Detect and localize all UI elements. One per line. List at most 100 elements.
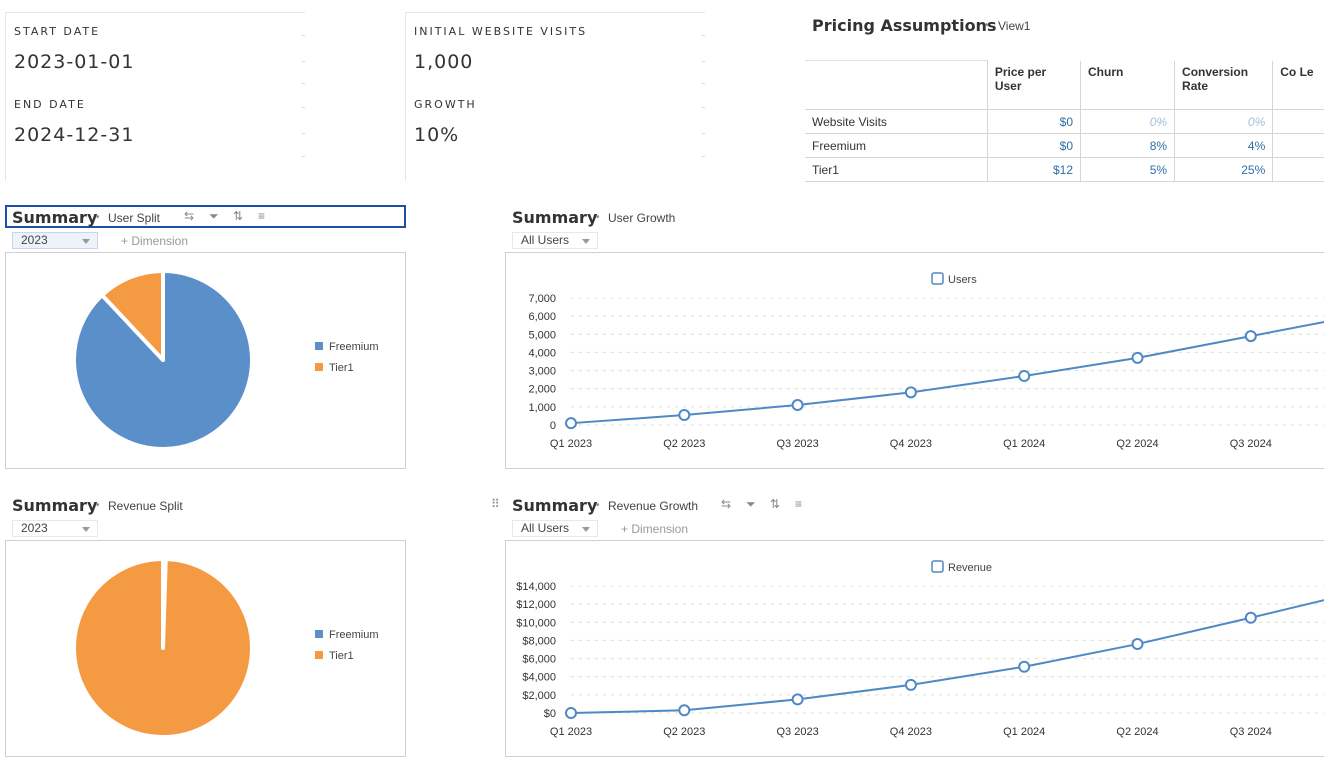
data-point[interactable] xyxy=(904,386,917,399)
row-header: Freemium xyxy=(805,133,988,158)
user-growth-subtitle[interactable]: User Growth xyxy=(608,211,676,225)
col-co-le[interactable]: Co Le xyxy=(1272,60,1324,110)
divider-tick xyxy=(702,61,705,62)
legend-item-revenue[interactable]: Revenue xyxy=(948,562,992,574)
col-price-per-user[interactable]: Price per User xyxy=(987,60,1082,110)
legend-swatch xyxy=(315,630,323,638)
cell-truncated xyxy=(1272,109,1324,134)
data-point[interactable] xyxy=(1131,638,1144,651)
year-select[interactable]: 2023 xyxy=(12,232,98,249)
data-point[interactable] xyxy=(1244,330,1257,343)
series-line-revenue[interactable] xyxy=(570,591,1324,714)
growth-value[interactable]: 10% xyxy=(414,124,460,146)
legend-item-tier1[interactable]: Tier1 xyxy=(329,362,354,374)
cell-price[interactable]: $12 xyxy=(987,157,1082,182)
divider-tick xyxy=(702,156,705,157)
divider-tick xyxy=(302,83,305,84)
cell-churn[interactable]: 8% xyxy=(1080,133,1176,158)
initial-visits-value[interactable]: 1,000 xyxy=(414,51,474,73)
add-dimension-button[interactable]: + Dimension xyxy=(621,522,689,536)
year-select-value: 2023 xyxy=(21,521,48,535)
y-tick-label: 0 xyxy=(550,420,556,432)
cell-churn[interactable]: 0% xyxy=(1080,109,1176,134)
sort-icon[interactable]: ⇅ xyxy=(770,497,781,511)
pivot-icon[interactable]: ⇆ xyxy=(184,209,195,223)
data-point[interactable] xyxy=(791,693,804,706)
y-tick-label: $4,000 xyxy=(522,672,556,684)
data-point[interactable] xyxy=(565,417,577,430)
start-date-label: START DATE xyxy=(14,25,101,38)
cell-conversion[interactable]: 0% xyxy=(1174,109,1274,134)
selected-chart-header[interactable] xyxy=(5,205,406,228)
col-churn[interactable]: Churn xyxy=(1080,60,1176,110)
legend-checkbox[interactable] xyxy=(931,560,944,573)
x-tick-label: Q1 2024 xyxy=(1003,726,1045,738)
x-tick-label: Q1 2023 xyxy=(550,726,592,738)
drag-handle-icon[interactable]: ⠿ xyxy=(491,497,500,511)
users-select[interactable]: All Users xyxy=(512,232,598,249)
table-row: Freemium $0 8% 4% xyxy=(805,133,1324,158)
pricing-view-name[interactable]: View1 xyxy=(998,19,1031,33)
divider-tick xyxy=(302,35,305,36)
legend-checkbox[interactable] xyxy=(931,272,944,285)
user-growth-chart-panel: 0 1,000 2,000 3,000 4,000 5,000 6,000 7,000 Q1 2… xyxy=(505,252,1324,469)
data-point[interactable] xyxy=(1018,660,1031,673)
data-point[interactable] xyxy=(1244,611,1257,624)
cell-conversion[interactable]: 25% xyxy=(1174,157,1274,182)
revenue-split-subtitle[interactable]: Revenue Split xyxy=(108,499,183,513)
data-point[interactable] xyxy=(904,678,917,691)
legend-item-freemium[interactable]: Freemium xyxy=(329,629,379,641)
x-tick-label: Q2 2024 xyxy=(1116,726,1158,738)
y-tick-label: 7,000 xyxy=(528,293,556,305)
divider-tick xyxy=(302,156,305,157)
users-select[interactable]: All Users xyxy=(512,520,598,537)
data-point[interactable] xyxy=(1131,351,1144,364)
divider-tick xyxy=(302,61,305,62)
divider-tick xyxy=(702,133,705,134)
legend-item-users[interactable]: Users xyxy=(948,274,977,286)
year-select[interactable]: 2023 xyxy=(12,520,98,537)
user-growth-title: Summary xyxy=(512,208,598,227)
series-line-users[interactable] xyxy=(570,314,1324,425)
end-date-value[interactable]: 2024-12-31 xyxy=(14,124,135,146)
cell-churn[interactable]: 5% xyxy=(1080,157,1176,182)
user-split-title: Summary xyxy=(12,208,98,227)
title-separator: • xyxy=(596,212,600,223)
y-tick-label: 3,000 xyxy=(528,366,556,378)
user-split-subtitle[interactable]: User Split xyxy=(108,211,161,225)
pivot-icon[interactable]: ⇆ xyxy=(721,497,732,511)
y-tick-label: $2,000 xyxy=(522,690,556,702)
revenue-growth-subtitle[interactable]: Revenue Growth xyxy=(608,499,699,513)
legend-item-freemium[interactable]: Freemium xyxy=(329,341,379,353)
data-point[interactable] xyxy=(1018,370,1031,383)
data-point[interactable] xyxy=(678,409,691,422)
legend-item-tier1[interactable]: Tier1 xyxy=(329,650,354,662)
y-tick-label: $12,000 xyxy=(516,599,556,611)
data-point[interactable] xyxy=(565,707,577,719)
pricing-title: Pricing Assumptions xyxy=(812,16,997,35)
revenue-split-slice-tier1[interactable] xyxy=(72,557,254,739)
cell-price[interactable]: $0 xyxy=(987,109,1082,134)
user-growth-line-chart: 0 1,000 2,000 3,000 4,000 5,000 6,000 7,000 Q1 2… xyxy=(528,272,1324,450)
y-tick-label: $0 xyxy=(544,708,556,720)
filter-icon[interactable]: ⏷ xyxy=(209,209,219,223)
cell-conversion[interactable]: 4% xyxy=(1174,133,1274,158)
chevron-down-icon xyxy=(582,527,590,532)
sort-icon[interactable]: ⇅ xyxy=(233,209,244,223)
x-tick-label: Q4 2023 xyxy=(890,726,932,738)
data-point[interactable] xyxy=(678,704,691,717)
more-icon[interactable]: ≡ xyxy=(795,497,803,511)
user-split-slice-tier1[interactable] xyxy=(100,269,165,362)
more-icon[interactable]: ≡ xyxy=(258,209,266,223)
chevron-down-icon xyxy=(582,239,590,244)
revenue-growth-title: Summary xyxy=(512,496,598,515)
cell-price[interactable]: $0 xyxy=(987,133,1082,158)
y-tick-label: 5,000 xyxy=(528,329,556,341)
start-date-value[interactable]: 2023-01-01 xyxy=(14,51,135,73)
filter-icon[interactable]: ⏷ xyxy=(746,497,756,511)
col-conversion-rate[interactable]: Conversion Rate xyxy=(1174,60,1274,110)
x-tick-label: Q1 2023 xyxy=(550,438,592,450)
data-point[interactable] xyxy=(791,399,804,412)
end-date-label: END DATE xyxy=(14,98,86,111)
add-dimension-button[interactable]: + Dimension xyxy=(121,234,189,248)
